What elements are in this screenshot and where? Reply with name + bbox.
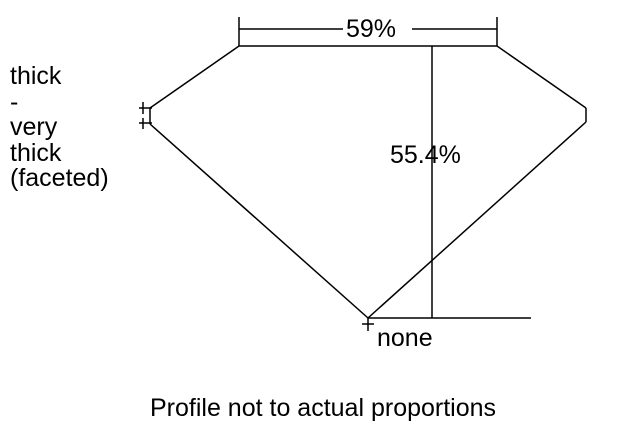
- girdle-line: very: [10, 113, 58, 141]
- crown-right: [496, 45, 587, 109]
- girdle-line: thick: [10, 138, 62, 167]
- girdle-label: thick - very thick (faceted): [10, 62, 109, 192]
- caption: Profile not to actual proportions: [150, 394, 497, 422]
- culet-label: none: [377, 324, 433, 352]
- pavilion-left: [149, 123, 369, 319]
- girdle-line: thick: [10, 62, 62, 90]
- pavilion-right: [367, 121, 587, 319]
- table-percent-label: 59%: [345, 15, 398, 43]
- crown-left: [149, 45, 240, 109]
- depth-percent-label: 55.4%: [390, 141, 461, 169]
- girdle-line: -: [10, 87, 19, 116]
- girdle-line: (faceted): [10, 164, 109, 192]
